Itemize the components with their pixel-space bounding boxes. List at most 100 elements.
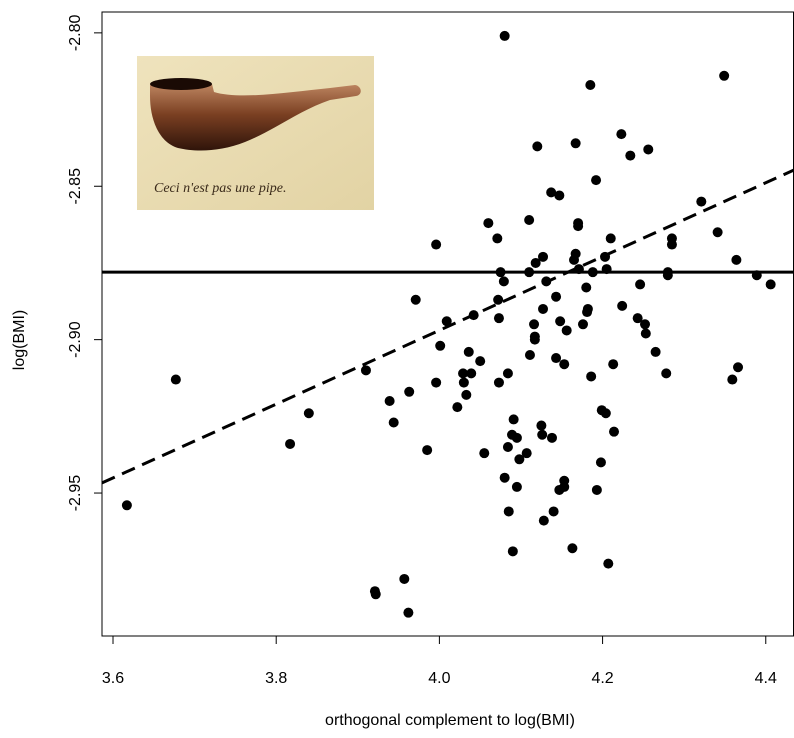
point	[458, 377, 469, 388]
point	[551, 291, 562, 302]
point	[546, 187, 557, 198]
point	[483, 218, 494, 229]
point	[546, 432, 557, 443]
point	[640, 328, 651, 339]
y-tick-label: -2.80	[67, 15, 84, 52]
point	[493, 294, 504, 305]
point	[468, 310, 479, 321]
point	[650, 346, 661, 357]
point	[712, 227, 723, 238]
point	[511, 481, 522, 492]
point	[285, 438, 296, 449]
point	[422, 445, 433, 456]
point	[643, 144, 654, 155]
point	[585, 80, 596, 91]
point	[586, 371, 597, 382]
point	[475, 356, 486, 367]
point	[616, 129, 627, 140]
point	[495, 267, 506, 278]
point	[581, 282, 592, 293]
x-tick-label: 4.2	[591, 670, 613, 687]
point	[466, 368, 477, 379]
point	[370, 589, 381, 600]
point	[591, 484, 602, 495]
point	[511, 432, 522, 443]
point	[530, 257, 541, 268]
point	[591, 175, 602, 186]
point	[524, 267, 535, 278]
point	[529, 319, 540, 330]
point	[554, 190, 565, 201]
point	[452, 402, 463, 413]
point	[384, 396, 395, 407]
point	[538, 303, 549, 314]
point	[640, 319, 651, 330]
point	[502, 442, 513, 453]
point	[461, 389, 472, 400]
point	[617, 300, 628, 311]
point	[507, 546, 518, 557]
point	[524, 349, 535, 360]
point	[719, 70, 730, 81]
point	[696, 196, 707, 207]
point	[609, 426, 620, 437]
point	[499, 30, 510, 41]
point	[360, 365, 371, 376]
point	[521, 448, 532, 459]
point	[537, 429, 548, 440]
point	[499, 472, 510, 483]
point	[458, 368, 469, 379]
point	[121, 500, 132, 511]
point	[532, 141, 543, 152]
point	[600, 408, 611, 419]
point	[727, 374, 738, 385]
x-tick-label: 4.4	[755, 670, 777, 687]
point	[404, 386, 415, 397]
dashed-line	[101, 168, 794, 485]
x-tick-label: 3.8	[265, 670, 287, 687]
point	[666, 233, 677, 244]
point	[587, 267, 598, 278]
point	[403, 607, 414, 618]
point	[388, 417, 399, 428]
point	[662, 270, 673, 281]
point	[541, 276, 552, 287]
point	[492, 233, 503, 244]
point	[536, 420, 547, 431]
point	[601, 264, 612, 275]
point	[632, 313, 643, 324]
point	[605, 233, 616, 244]
point	[573, 221, 584, 232]
point	[435, 340, 446, 351]
point	[493, 313, 504, 324]
point	[582, 303, 593, 314]
pipe	[150, 78, 361, 151]
x-axis-label: orthogonal complement to log(BMI)	[325, 712, 575, 729]
point	[577, 319, 588, 330]
point	[170, 374, 181, 385]
point	[570, 138, 581, 149]
point	[733, 362, 744, 373]
point	[431, 377, 442, 388]
point	[514, 454, 525, 465]
point	[503, 506, 514, 517]
point	[608, 359, 619, 370]
point	[561, 325, 572, 336]
point	[538, 515, 549, 526]
point	[508, 414, 519, 425]
pipe-bowl	[150, 78, 212, 90]
point	[765, 279, 776, 290]
point	[555, 316, 566, 327]
point	[559, 475, 570, 486]
point	[625, 150, 636, 161]
point	[529, 334, 540, 345]
point	[410, 294, 421, 305]
point	[573, 264, 584, 275]
point	[303, 408, 314, 419]
y-tick-label: -2.95	[67, 475, 84, 512]
x-tick-label: 4.0	[428, 670, 450, 687]
point	[431, 239, 442, 250]
point	[463, 346, 474, 357]
inset-painting: Ceci n'est pas une pipe.	[137, 56, 374, 210]
